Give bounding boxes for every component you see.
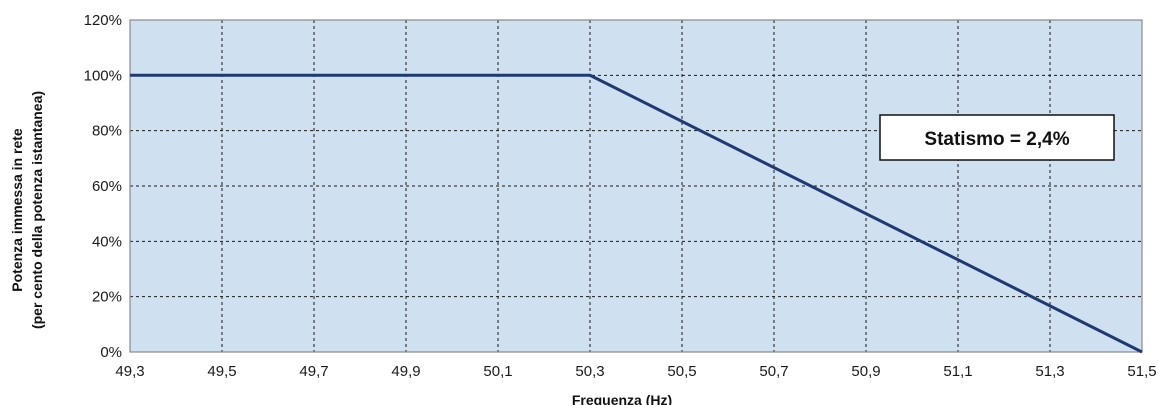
y-tick-label: 120%: [84, 12, 122, 29]
x-tick-label: 50,5: [667, 363, 696, 380]
x-axis-ticks: 49,3 49,5 49,7 49,9 50,1 50,3 50,5 50,7 50,9 51,1…: [115, 363, 1156, 380]
annotation-label: Statismo = 2,4%: [924, 129, 1069, 150]
x-tick-label: 49,7: [299, 363, 328, 380]
plot-frame: [129, 19, 1143, 353]
y-axis-title-line-2: (per cento della potenza istantanea): [29, 91, 45, 329]
x-tick-label: 50,3: [575, 363, 604, 380]
x-tick-label: 49,9: [391, 363, 420, 380]
grid-lines: [130, 20, 1142, 352]
series-line: [130, 73, 1143, 354]
annotation-box: Statismo = 2,4%: [879, 114, 1115, 161]
x-axis-title: Frequenza (Hz): [572, 392, 672, 405]
series: [130, 73, 1143, 354]
y-tick-label: 100%: [84, 67, 122, 84]
x-tick-label: 50,7: [759, 363, 788, 380]
y-tick-label: 40%: [92, 233, 122, 250]
y-tick-label: 20%: [92, 289, 122, 306]
y-tick-label: 80%: [92, 123, 122, 140]
y-tick-label: 0%: [100, 344, 122, 361]
x-tick-label: 50,1: [483, 363, 512, 380]
y-axis-title-line-1: Potenza immessa in rete: [9, 128, 25, 292]
x-tick-label: 51,1: [943, 363, 972, 380]
annotation-frame: [879, 114, 1115, 161]
x-tick-label: 49,5: [207, 363, 236, 380]
x-tick-label: 50,9: [851, 363, 880, 380]
x-tick-label: 49,3: [115, 363, 144, 380]
x-tick-label: 51,5: [1127, 363, 1156, 380]
x-tick-label: 51,3: [1035, 363, 1064, 380]
y-tick-label: 60%: [92, 178, 122, 195]
y-axis-ticks: 0% 20% 40% 60% 80% 100% 120%: [84, 12, 122, 361]
